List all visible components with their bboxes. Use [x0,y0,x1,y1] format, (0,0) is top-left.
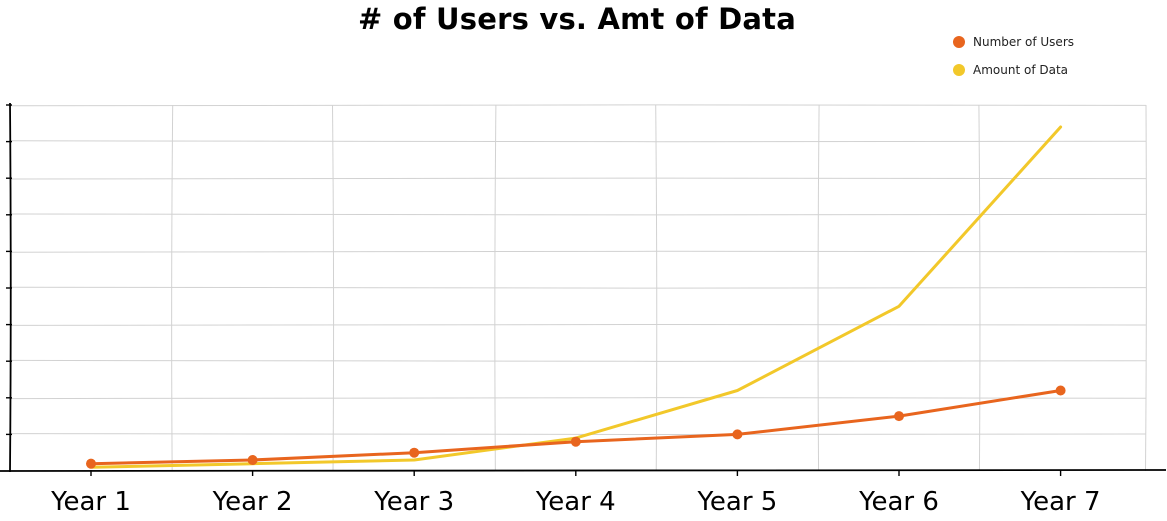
y-axis [9,102,12,473]
x-tick-label: Year 1 [50,487,131,517]
gridline-horizontal [9,323,1147,326]
gridline-vertical [978,104,981,472]
gridline-horizontal [9,213,1147,216]
chart-title: # of Users vs. Amt of Data [358,2,796,36]
x-axis [0,469,1167,473]
data-point-number-of-users [247,455,258,466]
legend-swatch-amount-of-data [953,64,965,76]
gridline-horizontal [9,397,1147,400]
data-point-number-of-users [86,458,96,469]
x-tick-label: Year 7 [1020,487,1101,517]
x-tick-labels: Year 1 Year 2 Year 3 Year 4 Year 5 Year 6 Year… [50,487,1100,517]
data-point-number-of-users [732,429,743,440]
gridline-horizontal [9,433,1147,436]
gridline-vertical [171,104,174,472]
x-tick-label: Year 6 [858,487,939,517]
series-line-number-of-users [89,389,1063,466]
gridline-vertical [494,104,497,472]
gridline-horizontal [9,286,1147,289]
data-point-number-of-users [1055,385,1066,396]
gridline-vertical [1145,104,1147,472]
x-tick-label: Year 5 [696,487,777,517]
x-tick-label: Year 2 [212,487,293,517]
gridline-horizontal [9,250,1147,253]
legend-item-amount-of-data: Amount of Data [953,56,1153,84]
legend: Number of Users Amount of Data [953,28,1153,84]
axes [0,102,1167,476]
legend-label-amount-of-data: Amount of Data [973,63,1069,77]
data-point-number-of-users [570,436,581,447]
gridline-horizontal [9,140,1147,143]
gridline-horizontal [9,104,1147,107]
gridline-vertical [655,104,658,472]
legend-swatch-number-of-users [953,36,965,48]
grid [9,104,1147,472]
legend-label-number-of-users: Number of Users [973,35,1075,49]
gridline-vertical [817,104,820,472]
gridline-horizontal [9,177,1147,180]
gridline-vertical [332,104,335,472]
data-point-number-of-users [894,411,904,422]
x-tick-label: Year 4 [535,487,616,517]
series-markers [86,385,1066,469]
gridline-horizontal [9,359,1147,362]
data-point-number-of-users [409,447,420,458]
legend-item-number-of-users: Number of Users [953,28,1153,56]
x-tick-label: Year 3 [373,487,454,517]
